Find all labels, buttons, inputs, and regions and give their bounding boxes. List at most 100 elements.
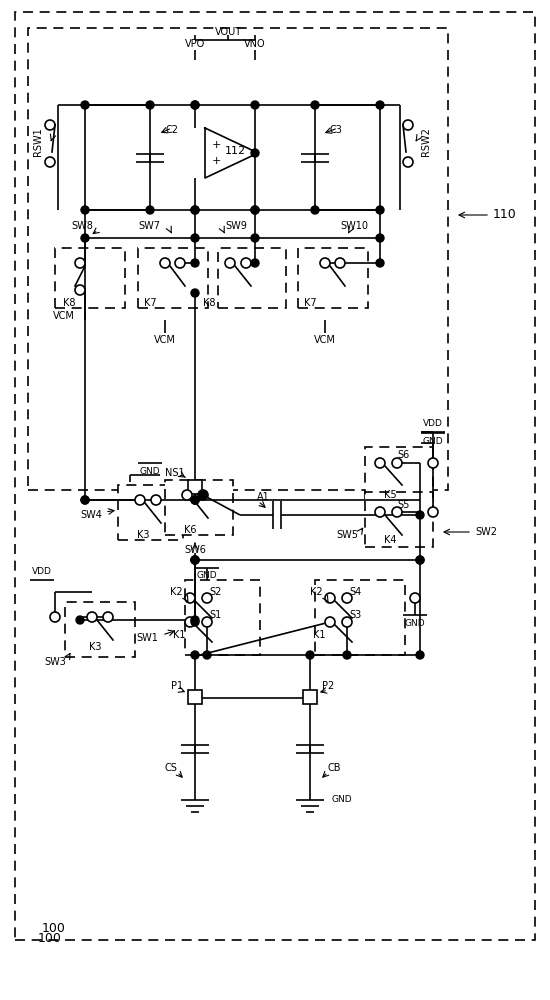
Circle shape xyxy=(251,234,259,242)
Text: K3: K3 xyxy=(137,530,149,540)
Text: S3: S3 xyxy=(349,610,361,620)
Circle shape xyxy=(81,101,89,109)
Text: SW4: SW4 xyxy=(80,510,102,520)
Text: K5: K5 xyxy=(384,490,397,500)
Text: K3: K3 xyxy=(89,642,101,652)
Circle shape xyxy=(191,556,199,564)
Text: K1: K1 xyxy=(312,630,325,640)
Text: C2: C2 xyxy=(165,125,178,135)
Text: S2: S2 xyxy=(209,587,221,597)
Circle shape xyxy=(392,458,402,468)
Text: K1: K1 xyxy=(173,630,185,640)
Text: GND: GND xyxy=(197,572,217,580)
Circle shape xyxy=(335,258,345,268)
Circle shape xyxy=(191,206,199,214)
Text: C3: C3 xyxy=(330,125,343,135)
Circle shape xyxy=(342,617,352,627)
Text: GND: GND xyxy=(405,618,425,628)
Circle shape xyxy=(81,234,89,242)
Circle shape xyxy=(75,285,85,295)
Text: VOUT: VOUT xyxy=(214,27,241,37)
Circle shape xyxy=(251,101,259,109)
Text: NS1: NS1 xyxy=(166,468,185,478)
Circle shape xyxy=(191,556,199,564)
Circle shape xyxy=(76,616,84,624)
Text: VCM: VCM xyxy=(53,311,75,321)
Text: K6: K6 xyxy=(184,525,196,535)
Circle shape xyxy=(343,651,351,659)
Text: S6: S6 xyxy=(397,450,409,460)
Text: SW6: SW6 xyxy=(184,545,206,555)
Circle shape xyxy=(306,651,314,659)
Text: SW9: SW9 xyxy=(225,221,247,231)
Text: S1: S1 xyxy=(209,610,221,620)
Text: VPO: VPO xyxy=(185,39,205,49)
Text: +: + xyxy=(211,156,221,166)
Text: P1: P1 xyxy=(171,681,183,691)
Circle shape xyxy=(81,206,89,214)
Circle shape xyxy=(416,556,424,564)
Circle shape xyxy=(225,258,235,268)
Circle shape xyxy=(251,206,259,214)
Circle shape xyxy=(202,593,212,603)
Circle shape xyxy=(241,258,251,268)
Circle shape xyxy=(191,556,199,564)
Text: GND: GND xyxy=(423,436,443,446)
Text: SW7: SW7 xyxy=(138,221,160,231)
Bar xyxy=(138,248,208,308)
Circle shape xyxy=(191,101,199,109)
Circle shape xyxy=(45,120,55,130)
Text: K8: K8 xyxy=(63,298,75,308)
Text: K2: K2 xyxy=(170,587,183,597)
Bar xyxy=(55,248,125,308)
Circle shape xyxy=(375,458,385,468)
Text: SW8: SW8 xyxy=(71,221,93,231)
Circle shape xyxy=(191,101,199,109)
Text: VCM: VCM xyxy=(314,335,336,345)
Circle shape xyxy=(325,593,335,603)
Text: CS: CS xyxy=(164,763,177,773)
Circle shape xyxy=(81,496,89,504)
Circle shape xyxy=(191,289,199,297)
Polygon shape xyxy=(205,128,258,178)
Circle shape xyxy=(325,617,335,627)
Circle shape xyxy=(428,507,438,517)
Circle shape xyxy=(203,651,211,659)
Circle shape xyxy=(185,617,195,627)
Circle shape xyxy=(251,259,259,267)
Circle shape xyxy=(191,206,199,214)
Circle shape xyxy=(191,496,199,504)
Circle shape xyxy=(320,258,330,268)
Circle shape xyxy=(146,206,154,214)
Text: P2: P2 xyxy=(322,681,334,691)
Circle shape xyxy=(151,495,161,505)
Text: CB: CB xyxy=(328,763,342,773)
Text: RSW1: RSW1 xyxy=(33,128,43,156)
Circle shape xyxy=(191,496,199,504)
Circle shape xyxy=(160,258,170,268)
Bar xyxy=(365,447,433,502)
Text: K7: K7 xyxy=(304,298,317,308)
Circle shape xyxy=(416,511,424,519)
Text: VDD: VDD xyxy=(32,568,52,576)
Circle shape xyxy=(375,507,385,517)
Circle shape xyxy=(50,612,60,622)
Bar xyxy=(315,580,405,655)
Circle shape xyxy=(202,617,212,627)
Circle shape xyxy=(191,496,199,504)
Circle shape xyxy=(198,490,208,500)
Circle shape xyxy=(81,496,89,504)
Text: +: + xyxy=(211,140,221,150)
Text: 100: 100 xyxy=(38,932,62,944)
Bar xyxy=(188,480,202,494)
Circle shape xyxy=(185,593,195,603)
Text: RSW2: RSW2 xyxy=(421,128,431,156)
Text: GND: GND xyxy=(332,796,353,804)
Text: S4: S4 xyxy=(349,587,361,597)
Circle shape xyxy=(103,612,113,622)
Text: 100: 100 xyxy=(42,922,66,934)
Text: VDD: VDD xyxy=(423,420,443,428)
Bar xyxy=(365,492,433,547)
Circle shape xyxy=(342,593,352,603)
Circle shape xyxy=(403,120,413,130)
